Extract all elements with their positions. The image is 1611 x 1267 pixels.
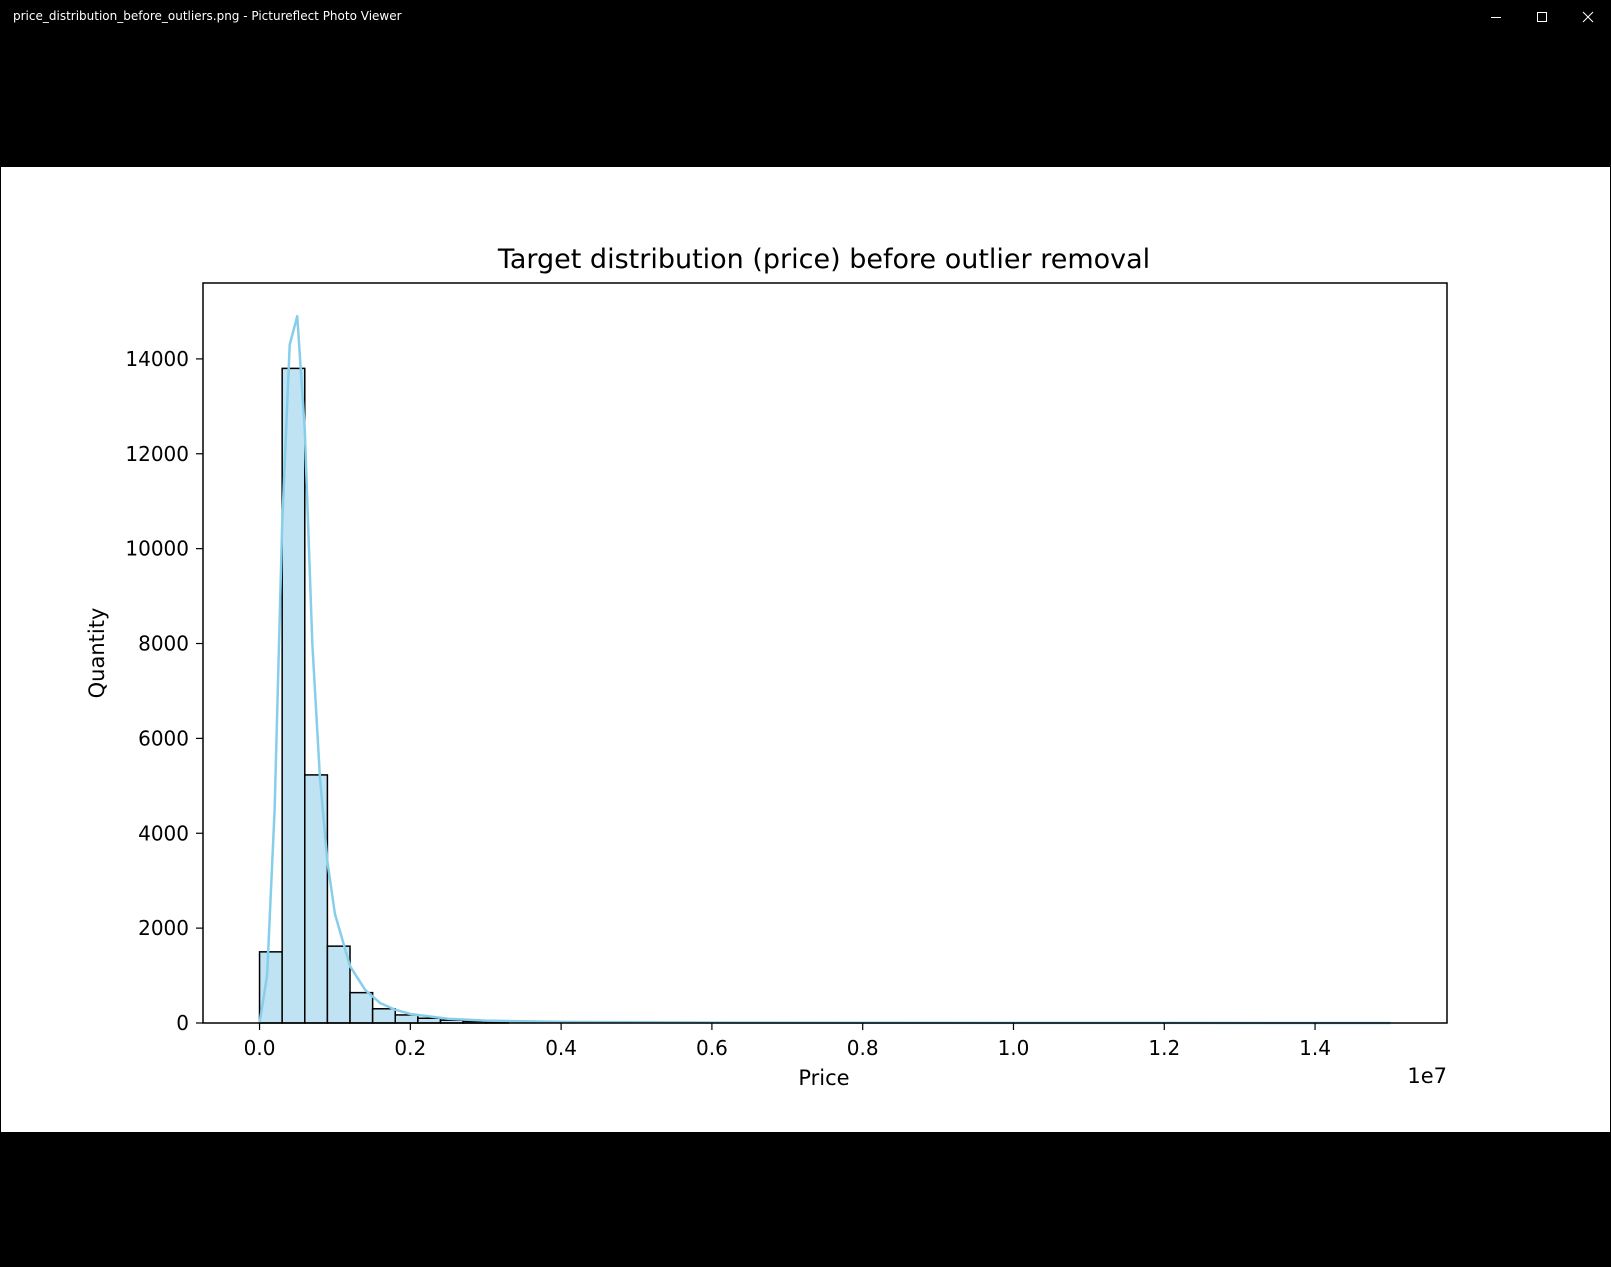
title-bar: price_distribution_before_outliers.png -… bbox=[0, 0, 1611, 34]
minimize-icon bbox=[1491, 17, 1501, 18]
x-tick-label: 0.2 bbox=[394, 1036, 426, 1060]
histogram-chart: Target distribution (price) before outli… bbox=[85, 244, 1448, 1090]
y-tick-label: 4000 bbox=[138, 821, 189, 845]
x-tick-label: 1.4 bbox=[1299, 1036, 1331, 1060]
y-tick-label: 2000 bbox=[138, 916, 189, 940]
plot-area bbox=[258, 367, 510, 1024]
x-tick-label: 0.6 bbox=[696, 1036, 728, 1060]
maximize-icon bbox=[1537, 12, 1547, 22]
close-button[interactable] bbox=[1565, 0, 1611, 34]
y-tick-label: 0 bbox=[176, 1011, 189, 1035]
kde-layer bbox=[258, 314, 1391, 1025]
kde-curve bbox=[258, 314, 1391, 1025]
y-tick-label: 14000 bbox=[125, 347, 189, 371]
histogram-bar bbox=[371, 1008, 397, 1024]
histogram-bar bbox=[394, 1014, 419, 1024]
y-tick-label: 8000 bbox=[138, 632, 189, 656]
y-tick-label: 6000 bbox=[138, 726, 189, 750]
x-tick-label: 0.0 bbox=[244, 1036, 276, 1060]
chart-title: Target distribution (price) before outli… bbox=[497, 244, 1150, 275]
x-tick-label: 0.8 bbox=[847, 1036, 879, 1060]
minimize-button[interactable] bbox=[1473, 0, 1519, 34]
y-tick-label: 12000 bbox=[125, 442, 189, 466]
window-title: price_distribution_before_outliers.png -… bbox=[13, 9, 402, 23]
y-axis-label: Quantity bbox=[85, 608, 109, 699]
histogram-bar bbox=[349, 991, 374, 1024]
image-canvas: Target distribution (price) before outli… bbox=[1, 167, 1610, 1132]
y-tick-label: 10000 bbox=[125, 537, 189, 561]
maximize-button[interactable] bbox=[1519, 0, 1565, 34]
x-axis-label: Price bbox=[798, 1066, 849, 1090]
histogram-bar bbox=[258, 951, 283, 1024]
x-tick-label: 0.4 bbox=[545, 1036, 577, 1060]
x-axis: 0.0 0.2 0.4 0.6 0.8 1.0 1.2 1.4 bbox=[244, 1023, 1331, 1060]
axes-frame bbox=[202, 282, 1448, 1024]
x-offset-label: 1e7 bbox=[1407, 1064, 1447, 1088]
y-axis: 0 2000 4000 6000 8000 10000 12000 14000 bbox=[125, 347, 203, 1035]
close-icon bbox=[1582, 11, 1594, 23]
x-tick-label: 1.0 bbox=[998, 1036, 1030, 1060]
x-tick-label: 1.2 bbox=[1148, 1036, 1180, 1060]
